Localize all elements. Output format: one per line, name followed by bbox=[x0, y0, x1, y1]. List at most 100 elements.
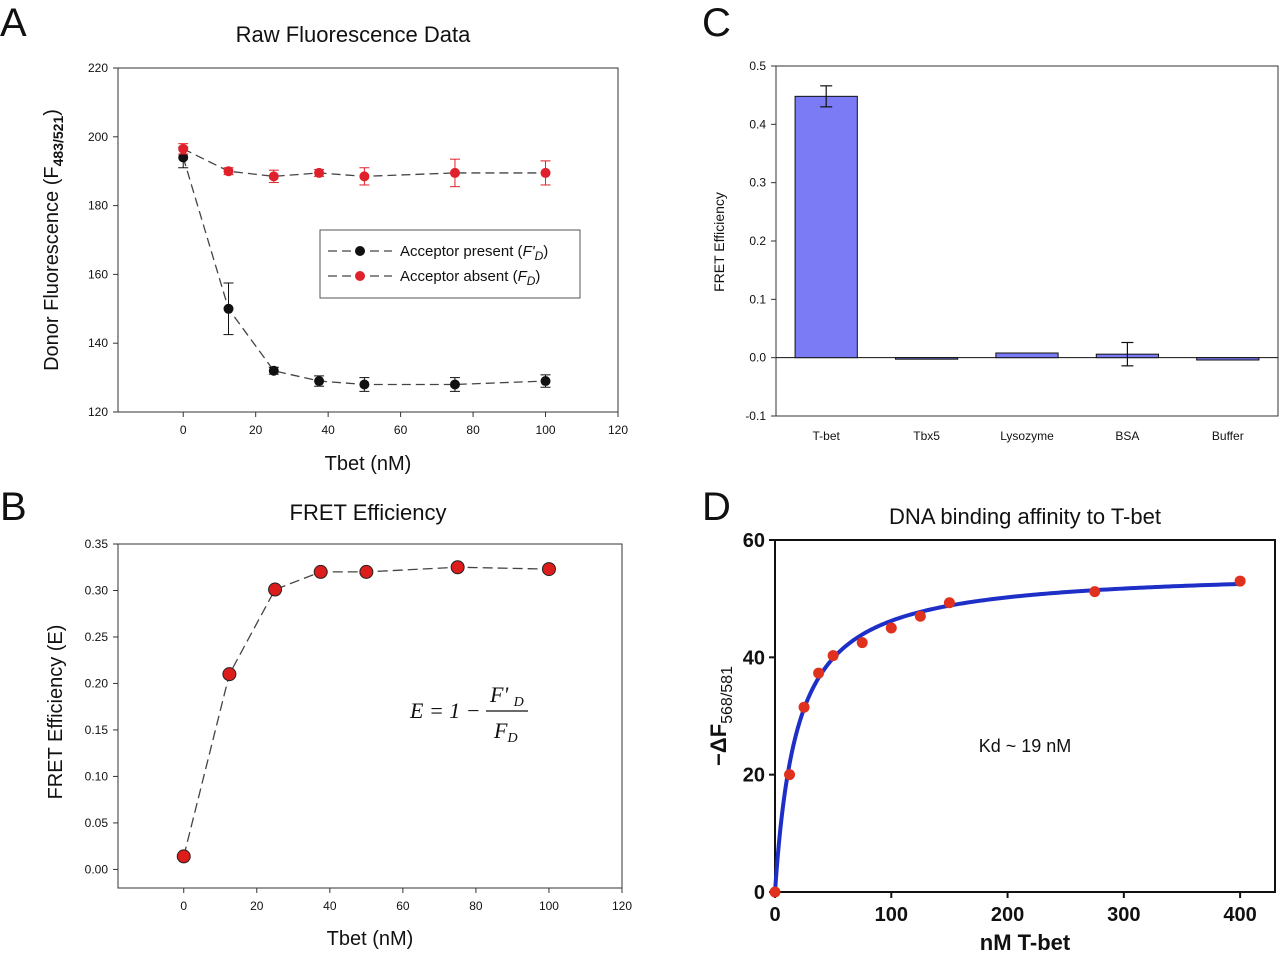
chart-b-point-4 bbox=[359, 564, 374, 579]
chart-b-point-6 bbox=[541, 562, 556, 577]
chart-b-point-3 bbox=[313, 564, 328, 579]
chart-a-legend bbox=[319, 229, 581, 299]
chart-a-series-1-point-4 bbox=[359, 171, 370, 182]
chart-b-ytick-label-2: 0.10 bbox=[85, 769, 109, 783]
chart-b-point-5 bbox=[450, 560, 465, 575]
chart-b-xlabel: Tbet (nM) bbox=[327, 928, 414, 950]
chart-b-xtick-label-4: 80 bbox=[469, 899, 483, 913]
chart-c-ytick-label-4: 0.3 bbox=[749, 176, 766, 190]
chart-a-series-0-point-5 bbox=[449, 379, 460, 390]
chart-a-series-0-point-3 bbox=[314, 376, 325, 387]
chart-a-series-0-point-1 bbox=[223, 303, 234, 314]
chart-c-xtick-label-3: BSA bbox=[1115, 429, 1139, 443]
chart-a-ytick-label-0: 120 bbox=[88, 405, 108, 419]
chart-c-ytick-label-6: 0.5 bbox=[749, 59, 766, 73]
chart-a-series-1-point-2 bbox=[268, 171, 279, 182]
chart-c-ytick-label-0: -0.1 bbox=[745, 409, 766, 423]
chart-d-title: DNA binding affinity to T-bet bbox=[889, 504, 1161, 529]
chart-a-xtick-label-0: 0 bbox=[180, 423, 187, 437]
chart-b-series-line bbox=[183, 566, 549, 857]
chart-d-xtick-label-0: 0 bbox=[769, 904, 780, 926]
chart-b-point-0 bbox=[176, 849, 191, 864]
chart-d-ytick-label-3: 60 bbox=[743, 530, 765, 552]
chart-c-ytick-label-5: 0.4 bbox=[749, 117, 766, 131]
chart-d-point-4 bbox=[827, 650, 839, 662]
chart-a-xtick-label-3: 60 bbox=[394, 423, 408, 437]
chart-a-title: Raw Fluorescence Data bbox=[236, 22, 472, 47]
chart-d-frame bbox=[774, 539, 1276, 893]
chart-c-bar-2 bbox=[995, 352, 1059, 359]
chart-d-ylabel: −ΔF568/581 bbox=[706, 666, 736, 766]
chart-b-xtick-label-0: 0 bbox=[180, 899, 187, 913]
chart-a-series-1-point-3 bbox=[314, 167, 325, 178]
chart-a-ytick-label-3: 180 bbox=[88, 199, 108, 213]
chart-b-point-2 bbox=[268, 582, 283, 597]
panel-letter-d: D bbox=[702, 485, 731, 529]
chart-a-series-1-point-0 bbox=[178, 143, 189, 154]
chart-b-ytick-label-1: 0.05 bbox=[85, 816, 109, 830]
chart-d-point-0 bbox=[769, 886, 781, 898]
chart-a-frame bbox=[117, 67, 619, 413]
chart-d-ytick-label-1: 20 bbox=[743, 765, 765, 787]
chart-a-ylabel: Donor Fluorescence (F483/521) bbox=[41, 109, 66, 371]
chart-d-xtick-label-2: 200 bbox=[991, 904, 1024, 926]
formula-lhs: E = 1 − bbox=[409, 698, 481, 723]
chart-b: FRET Efficiency 0 20 40 60 80 100 120 0.00 0.05 0… bbox=[45, 500, 632, 950]
chart-a-ytick-label-4: 200 bbox=[88, 130, 108, 144]
chart-c-ytick-label-1: 0.0 bbox=[749, 351, 766, 365]
chart-b-ytick-label-0: 0.00 bbox=[85, 862, 109, 876]
chart-b-ytick-label-6: 0.30 bbox=[85, 583, 109, 597]
chart-a-ytick-label-5: 220 bbox=[88, 61, 108, 75]
chart-d-point-9 bbox=[1089, 586, 1101, 598]
chart-b-formula: E = 1 − F' D FD bbox=[409, 682, 528, 746]
chart-b-ytick-label-5: 0.25 bbox=[85, 630, 109, 644]
chart-a-xtick-label-4: 80 bbox=[466, 423, 480, 437]
chart-b-ytick-label-7: 0.35 bbox=[85, 537, 109, 551]
chart-b-ytick-label-3: 0.15 bbox=[85, 723, 109, 737]
chart-c-ytick-label-2: 0.1 bbox=[749, 292, 766, 306]
chart-c-ylabel: FRET Efficiency bbox=[711, 192, 727, 292]
chart-a-series-1-point-6 bbox=[540, 167, 551, 178]
chart-d-point-8 bbox=[943, 597, 955, 609]
chart-a-series-1-point-1 bbox=[223, 166, 234, 177]
chart-b-xtick-label-2: 40 bbox=[323, 899, 337, 913]
chart-c-xtick-label-2: Lysozyme bbox=[1000, 429, 1054, 443]
chart-d-point-1 bbox=[784, 769, 796, 781]
chart-a-series-0-point-6 bbox=[540, 376, 551, 387]
chart-a-legend-label-0: Acceptor present (F'D) bbox=[400, 243, 548, 263]
chart-a-legend-label-1: Acceptor absent (FD) bbox=[400, 268, 540, 288]
chart-b-xtick-label-1: 20 bbox=[250, 899, 264, 913]
chart-a-xtick-label-6: 120 bbox=[608, 423, 628, 437]
chart-c: -0.1 0.0 0.1 0.2 0.3 0.4 0.5 T-bet Tbx5 Lysozyme B… bbox=[711, 59, 1279, 443]
chart-c-xtick-label-1: Tbx5 bbox=[913, 429, 940, 443]
chart-d-xlabel: nM T-bet bbox=[980, 930, 1071, 955]
chart-c-bar-1 bbox=[894, 357, 959, 360]
chart-a-xlabel: Tbet (nM) bbox=[325, 453, 412, 475]
panel-letter-b: B bbox=[0, 485, 27, 529]
chart-a-legend-marker-0 bbox=[355, 246, 365, 256]
chart-a-xtick-label-1: 20 bbox=[249, 423, 263, 437]
chart-c-bar-4 bbox=[1196, 357, 1260, 361]
chart-b-xtick-label-3: 60 bbox=[396, 899, 410, 913]
chart-b-ytick-label-4: 0.20 bbox=[85, 676, 109, 690]
chart-d-xtick-label-3: 300 bbox=[1107, 904, 1140, 926]
chart-c-xtick-label-0: T-bet bbox=[813, 429, 841, 443]
chart-b-xtick-label-5: 100 bbox=[539, 899, 559, 913]
chart-d-point-10 bbox=[1234, 575, 1246, 587]
chart-c-ytick-label-3: 0.2 bbox=[749, 234, 766, 248]
chart-d-point-7 bbox=[914, 610, 926, 622]
chart-d: DNA binding affinity to T-bet 0 100 200 300… bbox=[706, 504, 1276, 955]
chart-a-series-0-point-0 bbox=[178, 152, 189, 163]
chart-d-point-2 bbox=[798, 701, 810, 713]
chart-d-xtick-label-1: 100 bbox=[875, 904, 908, 926]
chart-d-xtick-label-4: 400 bbox=[1223, 904, 1256, 926]
chart-a-ytick-label-1: 140 bbox=[88, 336, 108, 350]
chart-a-series-0-point-4 bbox=[359, 379, 370, 390]
chart-b-ylabel: FRET Efficiency (E) bbox=[45, 625, 67, 800]
chart-a-xtick-label-2: 40 bbox=[321, 423, 335, 437]
panel-letter-a: A bbox=[0, 1, 27, 45]
chart-c-bar-0 bbox=[794, 95, 858, 359]
chart-b-point-1 bbox=[222, 667, 237, 682]
chart-d-point-6 bbox=[885, 622, 897, 634]
chart-d-ytick-label-0: 0 bbox=[754, 882, 765, 904]
